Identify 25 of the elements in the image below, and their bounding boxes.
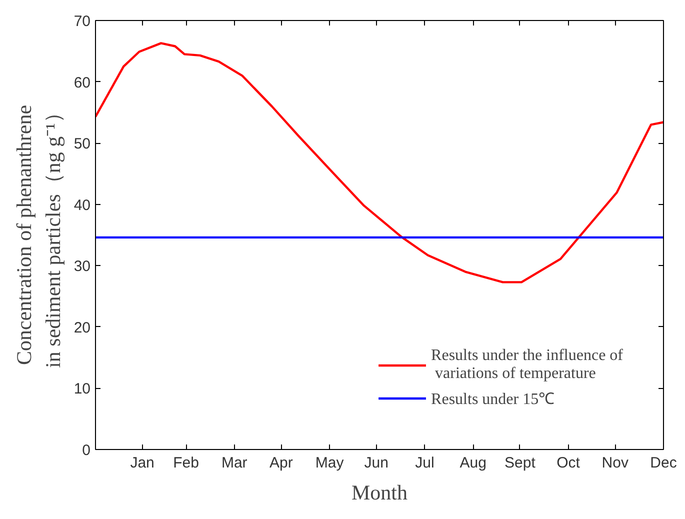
- x-tick-label: Nov: [602, 454, 629, 472]
- x-tick-label: Aug: [460, 454, 486, 472]
- y-tick-label: 40: [74, 196, 91, 214]
- x-tick-label: Jul: [415, 454, 434, 472]
- y-tick-label: 10: [74, 380, 91, 398]
- y-tick-label: 60: [74, 74, 91, 92]
- y-tick-label: 30: [74, 258, 91, 276]
- x-tick-label: Oct: [556, 454, 581, 472]
- line-series: [96, 42, 664, 284]
- x-tick-label: Feb: [173, 454, 199, 472]
- x-tick-label: Dec: [650, 454, 678, 472]
- x-tick-label: Sept: [504, 454, 536, 472]
- x-tick-label: Jan: [130, 454, 154, 472]
- legend-label: Results under the influence of variations of temperature: [431, 347, 623, 383]
- x-axis-title: Month: [351, 480, 408, 504]
- x-tick-label: Jun: [364, 454, 388, 472]
- y-tick-label: 70: [74, 13, 91, 30]
- x-tick-label: Apr: [270, 454, 293, 472]
- y-axis-title: Concentration of phenanthrene in sediment particles（ng g⁻¹）: [12, 102, 65, 368]
- y-tick-label: 20: [74, 319, 91, 336]
- x-tick-label: May: [315, 454, 344, 472]
- y-tick-label: 0: [82, 442, 90, 459]
- y-tick-label: 50: [74, 136, 91, 153]
- x-tick-label: Mar: [221, 454, 248, 472]
- legend-label: Results under 15℃: [431, 390, 555, 409]
